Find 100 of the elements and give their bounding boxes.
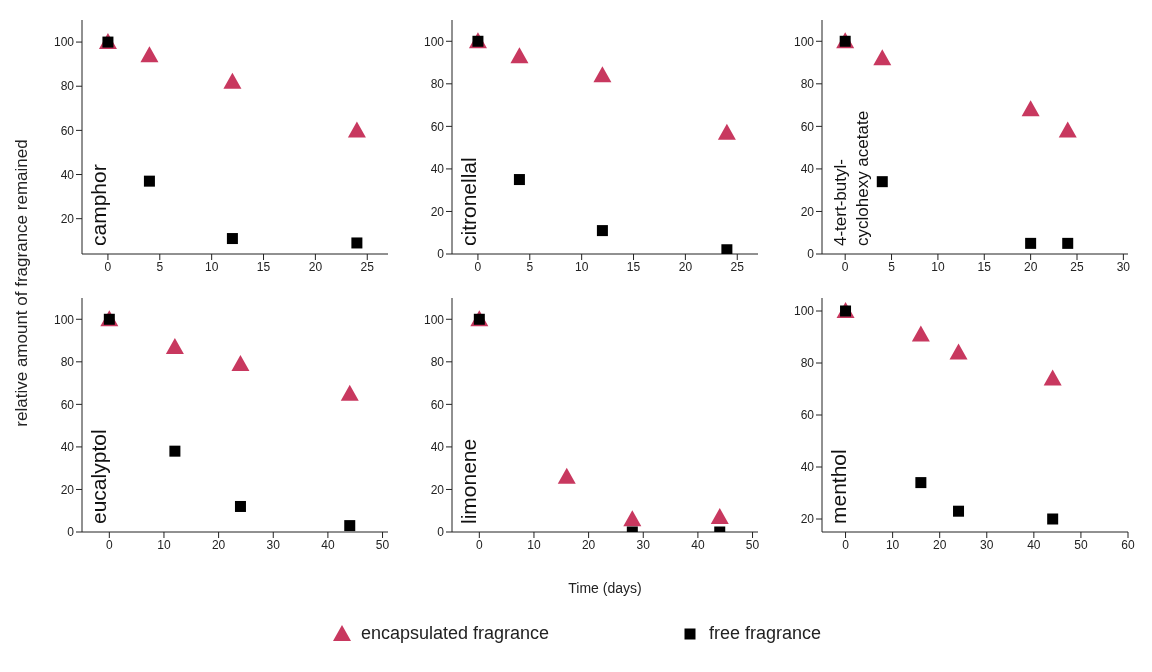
point [876,176,888,188]
text: limonene [457,438,480,524]
y-axis-title: relative amount of fragrance remained [12,139,32,427]
y-tick-label: 100 [423,312,445,327]
x-tick-label: 0 [841,259,849,274]
y-tick-label: 40 [430,162,445,177]
point [143,175,155,187]
x-tick-label: 50 [745,537,760,552]
y-tick-label: 60 [800,119,815,134]
point [593,66,612,83]
y-tick-label: 20 [430,204,445,219]
x-tick-label: 5 [526,259,534,274]
x-tick-label: 10 [204,259,219,274]
x-tick-label: 20 [1023,259,1038,274]
x-tick-label: 30 [266,537,281,552]
y-tick-label: 80 [430,77,445,92]
x-tick-label: 0 [105,537,113,552]
y-tick-label: 60 [800,408,815,423]
x-tick-label: 15 [256,259,271,274]
y-tick-label: 80 [800,356,815,371]
text: 4-tert-butyl-cyclohexy acetate [831,110,872,246]
point [873,49,892,66]
y-tick-label: 40 [60,167,75,182]
point [344,520,356,532]
point [340,384,359,401]
x-tick-label: 20 [933,537,947,552]
y-tick-label: 0 [67,525,75,540]
x-tick-label: 40 [691,537,705,552]
text: menthol [827,449,850,524]
y-tick-label: 0 [807,247,815,262]
y-tick-label: 40 [800,162,815,177]
x-tick-label: 30 [636,537,651,552]
point [1058,121,1077,138]
x-tick-label: 25 [730,259,745,274]
point [223,72,242,89]
y-tick-label: 0 [437,247,445,262]
point [231,354,250,371]
legend-label: encapsulated fragrance [360,622,550,644]
point [953,505,965,517]
point [351,237,363,249]
x-tick-label: 20 [678,259,693,274]
x-tick-label: 0 [474,259,482,274]
y-tick-label: 80 [800,77,815,92]
y-tick-label: 100 [793,34,815,49]
x-tick-label: 15 [977,259,992,274]
point [1047,513,1059,525]
y-tick-label: 20 [800,512,815,527]
x-tick-label: 20 [308,259,323,274]
point [165,337,184,354]
x-tick-label: 10 [574,259,589,274]
x-tick-label: 10 [157,537,171,552]
x-tick-label: 40 [1027,537,1041,552]
point [510,47,529,64]
y-tick-label: 20 [800,204,815,219]
text: camphor [87,164,110,246]
y-tick-label: 40 [430,440,445,455]
y-tick-label: 60 [60,123,75,138]
text: eucalyptol [87,429,110,524]
point [1043,369,1062,386]
point [347,121,366,138]
y-tick-label: 20 [60,482,75,497]
x-tick-label: 5 [888,259,896,274]
y-tick-label: 40 [800,460,815,475]
point [169,445,181,457]
point [1021,100,1040,117]
point [710,508,729,525]
legend-label: free fragrance [709,622,822,644]
text: citronellal [457,157,480,246]
y-tick-label: 100 [53,312,75,327]
y-tick-label: 20 [60,211,75,226]
x-tick-label: 10 [931,259,945,274]
x-tick-label: 10 [885,537,900,552]
point [915,477,927,489]
point [557,467,576,484]
y-tick-label: 80 [60,79,75,94]
x-tick-label: 25 [1070,259,1084,274]
point [721,244,733,254]
point [911,325,930,342]
y-tick-label: 40 [60,440,75,455]
y-tick-label: 20 [430,482,445,497]
y-tick-label: 100 [793,304,815,319]
y-tick-label: 60 [430,397,445,412]
x-tick-label: 20 [581,537,596,552]
point [1025,237,1037,249]
x-axis-title: Time (days) [567,580,643,596]
y-tick-label: 80 [60,355,75,370]
x-tick-label: 10 [527,537,541,552]
x-tick-label: 0 [104,259,112,274]
y-tick-label: 0 [437,525,445,540]
x-tick-label: 50 [375,537,390,552]
point [949,343,968,360]
point [140,46,159,63]
x-tick-label: 50 [1074,537,1088,552]
x-tick-label: 5 [156,259,164,274]
point [1062,237,1074,249]
x-tick-label: 30 [1116,259,1131,274]
x-tick-label: 60 [1121,537,1135,552]
y-tick-label: 100 [53,35,75,50]
x-tick-label: 0 [475,537,483,552]
point [623,510,642,527]
